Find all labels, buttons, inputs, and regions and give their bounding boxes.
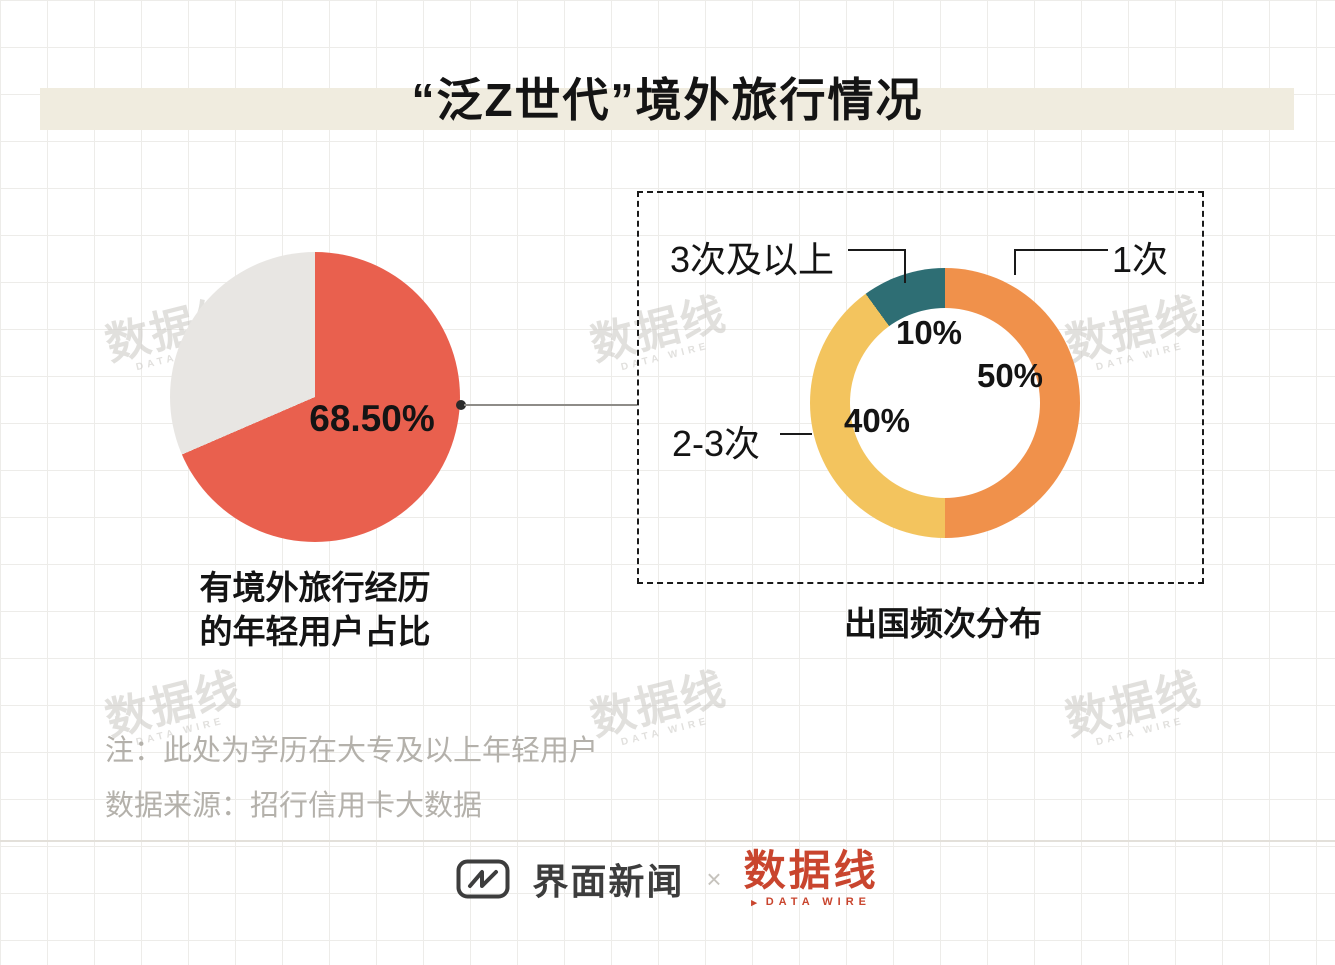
donut-pct-2-3: 40% xyxy=(843,402,911,439)
donut-chart-panel xyxy=(637,191,1204,584)
datawire-sub-text: DATA WIRE xyxy=(765,896,872,908)
donut-chart-trip-frequency xyxy=(810,268,1080,538)
datawire-brand-text: 数据线 xyxy=(743,846,879,894)
donut-caption: 出国频次分布 xyxy=(844,605,1042,642)
callout-line-2-3-horizontal xyxy=(780,433,812,435)
pie-caption-line1: 有境外旅行经历 xyxy=(199,569,431,606)
callout-line-3plus-vertical xyxy=(904,249,906,283)
pie-chart-overseas-travel xyxy=(170,252,460,542)
jiemian-brand-text: 界面新闻 xyxy=(532,861,685,902)
title-highlight-band xyxy=(40,88,1294,130)
jiemian-logo-icon xyxy=(456,859,510,899)
donut-label-once: 1次 xyxy=(1112,239,1169,280)
connector-line xyxy=(464,404,637,406)
note-line1: 注：此处为学历在大专及以上年轻用户 xyxy=(105,735,599,767)
footer: 界面新闻 × 数据线 ▸ DATA WIRE xyxy=(0,846,1335,912)
donut-label-3plus: 3次及以上 xyxy=(670,239,835,280)
callout-line-once-vertical xyxy=(1014,249,1016,275)
callout-line-once-horizontal xyxy=(1014,249,1108,251)
note-line2: 数据来源：招行信用卡大数据 xyxy=(105,790,483,822)
connector-dot xyxy=(456,400,466,410)
brand-separator: × xyxy=(706,863,722,894)
donut-label-2-3: 2-3次 xyxy=(672,423,761,464)
triangle-icon: ▸ xyxy=(751,896,762,909)
callout-line-3plus-horizontal xyxy=(848,249,906,251)
datawire-logo: 数据线 ▸ DATA WIRE xyxy=(743,846,879,909)
donut-pct-3plus: 10% xyxy=(895,314,963,351)
footer-divider xyxy=(0,840,1335,842)
watermark-stamp: 数据线 DATA WIRE xyxy=(1041,662,1229,759)
datawire-sub: ▸ DATA WIRE xyxy=(751,896,871,909)
donut-pct-once: 50% xyxy=(976,357,1044,394)
pie-value-label: 68.50% xyxy=(309,398,435,439)
pie-caption: 有境外旅行经历 的年轻用户占比 xyxy=(115,566,515,654)
page-title: “泛Z世代”境外旅行情况 xyxy=(411,74,924,126)
pie-caption-line2: 的年轻用户占比 xyxy=(199,613,431,650)
